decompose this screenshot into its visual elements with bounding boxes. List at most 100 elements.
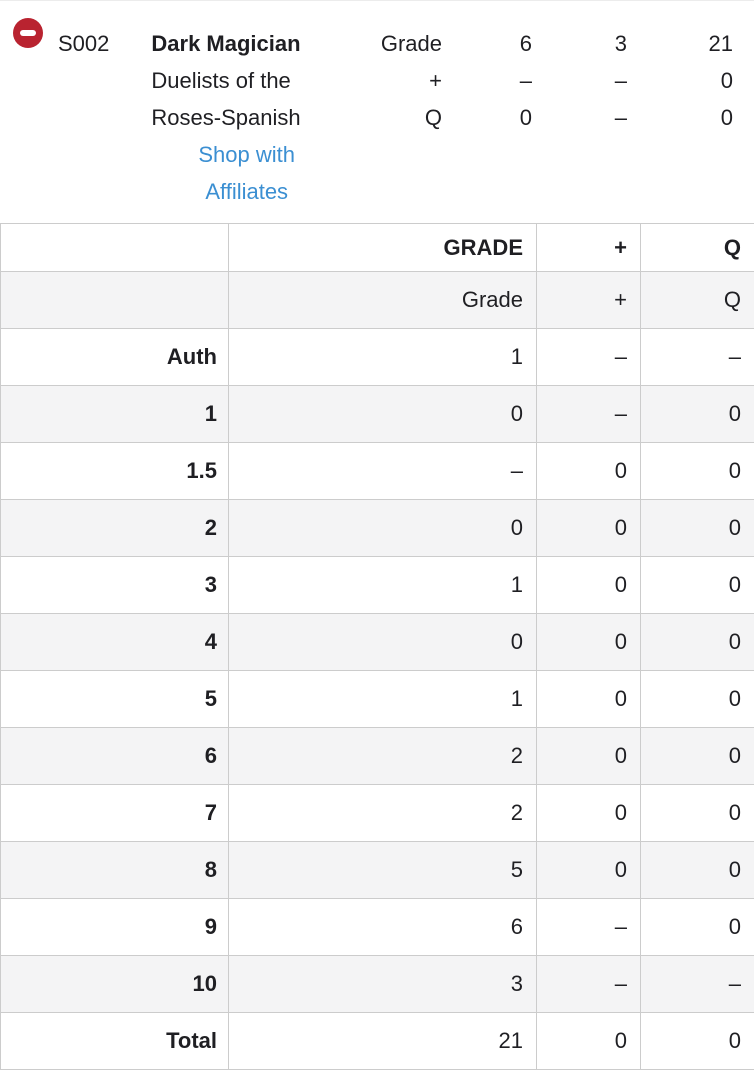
summary-q-label: Q — [424, 105, 442, 130]
value-cell: 0 — [536, 727, 641, 785]
table-row: Grade + Q — [0, 271, 754, 329]
table-subheader-empty-cell — [0, 271, 229, 329]
table-row: Auth 1– – — [0, 328, 754, 386]
summary-q-val3: 0 — [720, 105, 733, 130]
card-set-name-line2: Roses-Spanish — [151, 105, 301, 130]
value-cell: 3 — [228, 955, 537, 1013]
card-summary-row: S002 Dark Magician Duelists of the Roses… — [0, 1, 754, 207]
row-label-cell: 10 — [0, 955, 229, 1013]
summary-plus-val2: – — [614, 68, 627, 93]
row-label-cell: 7 — [0, 784, 229, 842]
table-row: Total 21 0 0 — [0, 1012, 754, 1070]
value-cell: – — [536, 385, 641, 443]
row-label-cell: Auth — [0, 328, 229, 386]
row-label-cell: 8 — [0, 841, 229, 899]
minus-circle-icon — [20, 30, 36, 36]
value-cell: 0 — [640, 385, 754, 443]
row-label-cell: 9 — [0, 898, 229, 956]
value-cell: 0 — [536, 841, 641, 899]
table-header-cell: GRADE — [228, 223, 537, 272]
table-header-empty-cell — [0, 223, 229, 272]
value-cell: 2 — [228, 784, 537, 842]
value-cell: 0 — [228, 385, 537, 443]
value-cell: 0 — [640, 784, 754, 842]
table-header-row: GRADE + Q — [0, 223, 754, 272]
value-cell: 1 — [228, 556, 537, 614]
table-row: 9 6–0 — [0, 898, 754, 956]
value-cell: 6 — [228, 898, 537, 956]
value-cell: 0 — [640, 670, 754, 728]
row-label-cell: 3 — [0, 556, 229, 614]
table-row: 1 0–0 — [0, 385, 754, 443]
summary-plus-label: + — [429, 68, 442, 93]
value-cell: 0 — [640, 841, 754, 899]
value-cell: 0 — [640, 556, 754, 614]
row-label-cell: 5 — [0, 670, 229, 728]
value-cell: 0 — [536, 556, 641, 614]
value-cell: 0 — [536, 499, 641, 557]
remove-card-button[interactable] — [13, 18, 43, 48]
value-cell: – — [536, 328, 641, 386]
value-cell: 1 — [228, 670, 537, 728]
row-label-cell: 4 — [0, 613, 229, 671]
population-table-body: GRADE + Q Grade + Q Auth 1– –1 0–0 1.5–0 0 2 0 0 0 3 1 0 0 4… — [0, 223, 754, 1070]
summary-grade-val3: 21 — [708, 31, 733, 56]
summary-q-val1: 0 — [519, 105, 532, 130]
row-label-cell: 1 — [0, 385, 229, 443]
affiliate-link-line2: Affiliates — [205, 179, 289, 204]
summary-plus-val1: – — [519, 68, 532, 93]
value-cell: 0 — [536, 613, 641, 671]
table-row: 1.5–0 0 — [0, 442, 754, 500]
summary-q-val2: – — [614, 105, 627, 130]
value-cell: 2 — [228, 727, 537, 785]
row-label-cell: Total — [0, 1012, 229, 1070]
card-info-block: Dark Magician Duelists of the Roses-Span… — [151, 25, 342, 210]
grade-summary-grid: Grade 6 3 21 + – – 0 Q 0 – 0 — [342, 25, 733, 136]
table-subheader-cell: Q — [640, 271, 754, 329]
affiliate-link-line1: Shop with — [198, 142, 295, 167]
table-header-cell: + — [536, 223, 641, 272]
shop-with-affiliates-link[interactable]: Shop with Affiliates — [151, 136, 342, 210]
value-cell: 0 — [536, 784, 641, 842]
value-cell: 21 — [228, 1012, 537, 1070]
value-cell: – — [228, 442, 537, 500]
value-cell: – — [536, 898, 641, 956]
value-cell: 0 — [640, 1012, 754, 1070]
value-cell: 0 — [228, 499, 537, 557]
row-label-cell: 1.5 — [0, 442, 229, 500]
card-name: Dark Magician — [151, 31, 301, 56]
card-number: S002 — [58, 31, 110, 56]
value-cell: 0 — [640, 727, 754, 785]
value-cell: 0 — [536, 1012, 641, 1070]
value-cell: 0 — [536, 670, 641, 728]
value-cell: 0 — [640, 442, 754, 500]
row-label-cell: 2 — [0, 499, 229, 557]
card-set-name-line1: Duelists of the — [151, 68, 291, 93]
value-cell: 0 — [640, 613, 754, 671]
value-cell: 0 — [536, 442, 641, 500]
value-cell: 0 — [640, 898, 754, 956]
summary-grade-val1: 6 — [519, 31, 532, 56]
value-cell: 0 — [640, 499, 754, 557]
population-table: GRADE + Q Grade + Q Auth 1– –1 0–0 1.5–0 0 2 0 0 0 3 1 0 0 4… — [0, 223, 754, 1070]
summary-plus-val3: 0 — [720, 68, 733, 93]
value-cell: 0 — [228, 613, 537, 671]
value-cell: – — [536, 955, 641, 1013]
value-cell: – — [640, 328, 754, 386]
summary-grade-label: Grade — [380, 31, 442, 56]
table-row: 10 3– – — [0, 955, 754, 1013]
summary-grade-val2: 3 — [614, 31, 627, 56]
row-label-cell: 6 — [0, 727, 229, 785]
table-subheader-cell: Grade — [228, 271, 537, 329]
table-header-cell: Q — [640, 223, 754, 272]
value-cell: – — [640, 955, 754, 1013]
table-subheader-cell: + — [536, 271, 641, 329]
